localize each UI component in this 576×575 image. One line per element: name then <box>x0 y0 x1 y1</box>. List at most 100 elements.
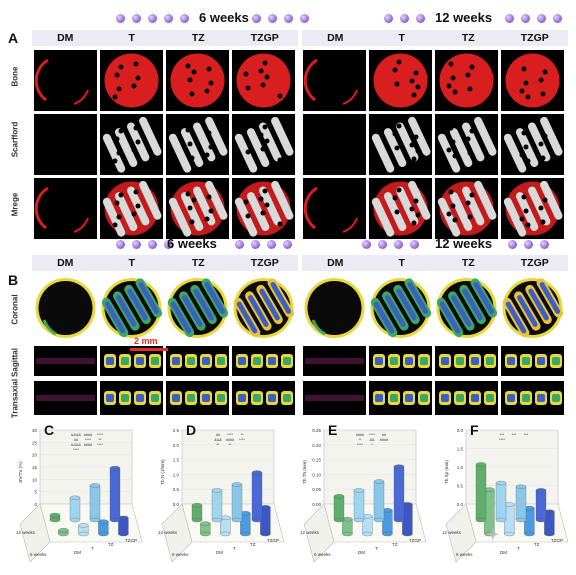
row-label-scaffold: Scarfford <box>10 121 20 158</box>
tile-sagittal-t <box>100 346 163 376</box>
row-label-merge: Mrege <box>10 192 20 217</box>
decor-dots-b-right1 <box>362 240 419 249</box>
tile-sagittal-dm <box>34 346 97 376</box>
watermark: ✦ <box>486 527 500 544</box>
axis-label-t: T <box>233 546 236 551</box>
bar-12-weeks-tzgp <box>109 466 121 523</box>
tile-scarfford-tzgp <box>501 114 564 175</box>
significance-annotation: **** <box>227 433 233 437</box>
tile-sagittal-dm <box>303 346 366 376</box>
ytick-label: 1.0 <box>173 472 180 477</box>
significance-annotation: &&&& <box>71 443 82 447</box>
ytick-label: 0.10 <box>312 472 321 477</box>
bar-12-weeks-t <box>69 495 81 523</box>
ytick-label: 0 <box>34 502 37 507</box>
group-tz: TZ <box>191 257 205 269</box>
group-dm: DM <box>57 257 74 269</box>
bar-12-weeks-dm <box>49 512 61 523</box>
axis-label-tzgp: TZGP <box>409 538 421 543</box>
chart-panel-d: 0.0 0.5 1.0 1.5 2.0 2.5 Tb.N (1/mm) ## **** ** &&&… <box>152 422 288 569</box>
chart-panel-e: 0.00 0.05 0.10 0.15 0.20 0.25 Tb.Th (mm) #### **… <box>294 422 430 569</box>
ytick-label: 1.0 <box>457 465 464 470</box>
section-a-label: A <box>8 30 19 46</box>
significance-annotation: ** <box>217 443 220 447</box>
ytick-label: 2.0 <box>457 428 464 433</box>
significance-annotation: *** <box>524 433 529 437</box>
ytick-label: 30 <box>32 428 38 433</box>
significance-annotation: ** <box>99 438 102 442</box>
group-tz: TZ <box>191 32 205 44</box>
tile-mrege-tzgp <box>501 178 564 239</box>
bar-12-weeks-tzgp <box>251 470 263 523</box>
significance-annotation: && <box>369 438 375 442</box>
row-label-bone: Bone <box>10 66 20 87</box>
time-header-6w-a: 6 weeks <box>199 10 249 25</box>
tile-transaxial-t <box>100 381 163 415</box>
ytick-label: 15 <box>32 465 38 470</box>
group-t: T <box>128 32 135 44</box>
tile-sagittal-tz <box>435 346 498 376</box>
ytick-label: 0.20 <box>312 443 321 448</box>
chart-panel-f: 0.0 0.5 1.0 1.5 2.0 Tb.Sp (mm) *** *** *** **** 12… <box>436 422 572 569</box>
axis-label-6weeks: 6 weeks <box>456 552 473 557</box>
tile-transaxial-dm <box>303 381 366 415</box>
group-dm: DM <box>327 32 344 44</box>
bar-6-weeks-tzgp <box>260 505 271 537</box>
ytick-label: 1.5 <box>173 458 180 463</box>
bar-6-weeks-t <box>362 514 373 537</box>
axis-label-tz: TZ <box>250 542 256 547</box>
significance-annotation: ## <box>382 433 387 437</box>
bar-6-weeks-tzgp <box>118 515 129 537</box>
axis-label-dm: DM <box>500 550 507 555</box>
axis-label-6weeks: 6 weeks <box>314 552 331 557</box>
tile-scarfford-tz <box>435 114 498 175</box>
tile-transaxial-tzgp <box>501 381 564 415</box>
tile-bone-tz <box>435 50 498 111</box>
tile-bone-t <box>100 50 163 111</box>
tile-bone-tz <box>166 50 229 111</box>
group-t: T <box>398 32 405 44</box>
significance-annotation: &&& <box>214 438 222 442</box>
tile-transaxial-tz <box>166 381 229 415</box>
significance-annotation: #### <box>380 438 389 442</box>
axis-label-dm: DM <box>74 550 81 555</box>
decor-dots-b-right2 <box>508 240 549 249</box>
tile-bone-t <box>369 50 432 111</box>
ylabel: Tb.N (1/mm) <box>160 459 165 485</box>
ytick-label: 2.5 <box>173 428 180 433</box>
tile-coronal-tz <box>166 276 229 340</box>
tile-transaxial-dm <box>34 381 97 415</box>
tile-bone-dm <box>34 50 97 111</box>
tile-sagittal-t <box>369 346 432 376</box>
tile-coronal-t <box>369 276 432 340</box>
decor-dots-a-left <box>116 14 189 23</box>
axis-label-tz: TZ <box>392 542 398 547</box>
axis-label-12weeks: 12 weeks <box>300 530 320 535</box>
axis-label-12weeks: 12 weeks <box>442 530 462 535</box>
ytick-label: 0.15 <box>312 458 321 463</box>
chart-svg-d: 0.00.51.01.52.02.5Tb.N (1/mm)## **** **&&&… <box>158 428 285 563</box>
tile-scarfford-tzgp <box>232 114 295 175</box>
tile-sagittal-tz <box>166 346 229 376</box>
ytick-label: 2.0 <box>173 443 180 448</box>
bar-6-weeks-t <box>78 523 89 537</box>
decor-dots-b-mid <box>235 240 292 249</box>
group-bar-a-6w: DM T TZ TZGP <box>32 30 298 46</box>
ylabel: Tb.Th (mm) <box>302 460 307 484</box>
significance-annotation: ## <box>216 433 221 437</box>
group-tz: TZ <box>461 257 475 269</box>
axis-label-t: T <box>91 546 94 551</box>
bar-6-weeks-tz <box>240 511 251 537</box>
group-tzgp: TZGP <box>250 257 279 269</box>
bar-6-weeks-dm <box>342 517 353 537</box>
group-tz: TZ <box>461 32 475 44</box>
axis-label-6weeks: 6 weeks <box>30 552 47 557</box>
bar-12-weeks-t <box>495 480 507 523</box>
bar-6-weeks-t <box>220 515 231 537</box>
axis-label-dm: DM <box>358 550 365 555</box>
bar-12-weeks-dm <box>333 494 345 523</box>
tile-coronal-tzgp <box>232 276 295 340</box>
panel-label-c: C <box>44 422 55 438</box>
row-label-transaxial: Transaxial <box>10 378 20 419</box>
tile-coronal-tzgp <box>501 276 564 340</box>
